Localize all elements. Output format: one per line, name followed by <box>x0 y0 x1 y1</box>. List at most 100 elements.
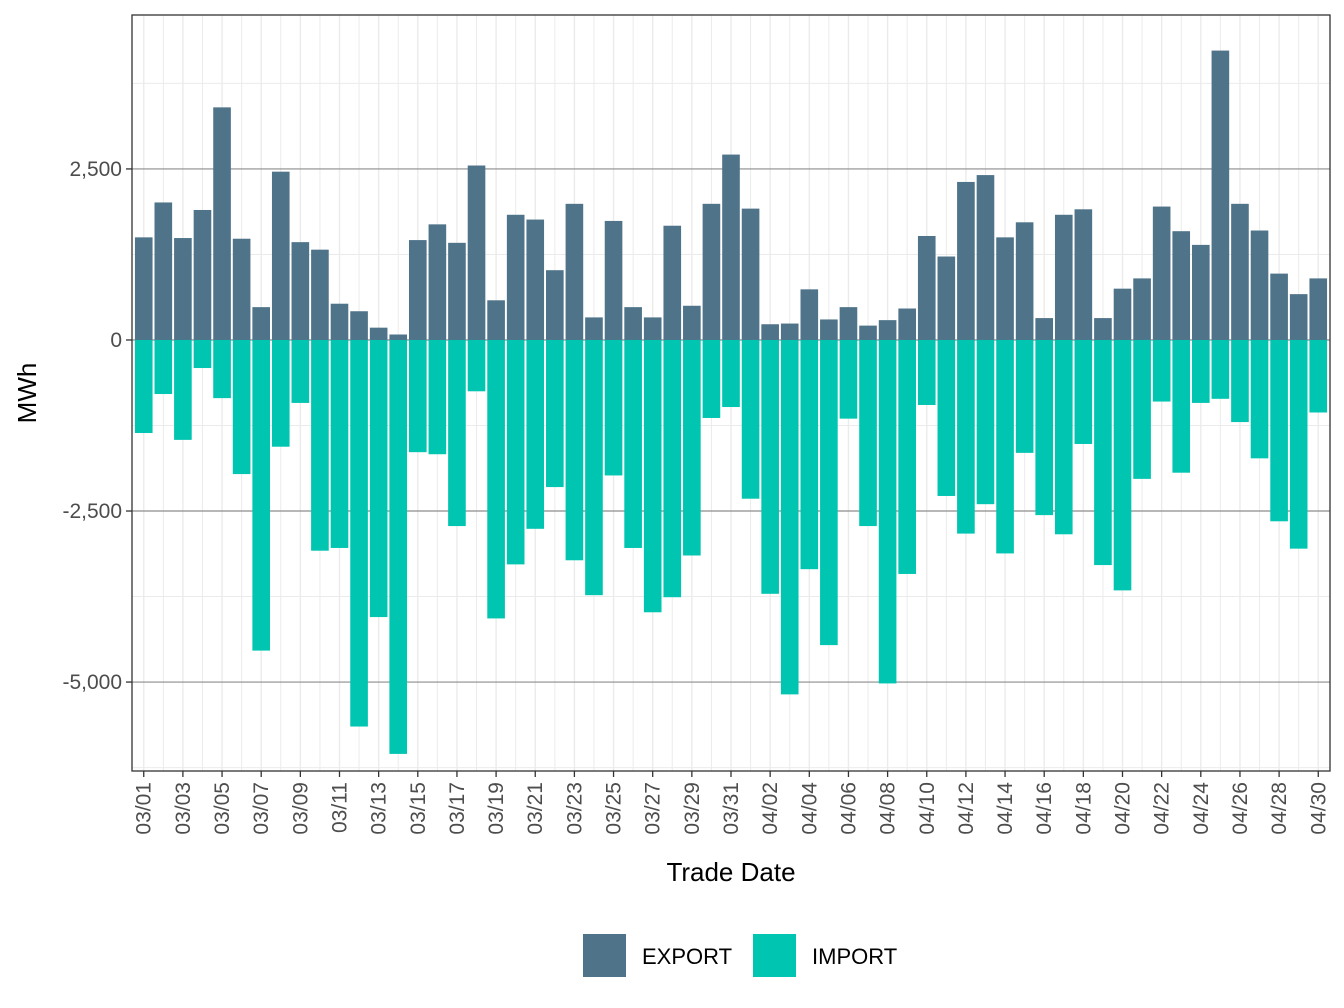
bar-import-04-14 <box>996 339 1014 554</box>
bar-import-04-02 <box>761 339 779 594</box>
bar-export-04-20 <box>1113 288 1132 340</box>
bar-import-03-02 <box>154 339 173 395</box>
bar-export-04-11 <box>937 256 956 340</box>
bar-export-04-13 <box>976 175 995 340</box>
bar-export-04-09 <box>898 308 916 340</box>
bar-import-03-10 <box>311 339 329 551</box>
bar-import-04-13 <box>976 339 995 505</box>
bar-import-03-22 <box>546 339 564 488</box>
bar-import-03-20 <box>506 339 525 565</box>
bar-import-03-11 <box>330 339 349 548</box>
bar-export-03-15 <box>408 240 427 340</box>
bar-import-03-17 <box>448 339 466 527</box>
bar-export-03-11 <box>330 303 349 340</box>
legend-label-export: EXPORT <box>642 944 732 969</box>
bar-export-04-23 <box>1172 231 1191 340</box>
x-tick-label: 03/21 <box>524 782 547 835</box>
bar-import-03-21 <box>526 339 545 529</box>
bar-import-04-05 <box>820 339 838 646</box>
bar-export-04-03 <box>780 323 799 340</box>
legend: EXPORT IMPORT <box>583 934 897 977</box>
x-axis-title: Trade Date <box>666 857 795 887</box>
x-tick-label: 04/12 <box>955 782 978 835</box>
x-tick-label: 03/27 <box>642 782 665 835</box>
x-tick-label: 03/23 <box>563 782 586 835</box>
bar-import-04-01 <box>741 339 760 499</box>
y-axis-title: MWh <box>12 363 42 424</box>
bar-export-03-16 <box>428 224 447 340</box>
x-tick-label: 04/18 <box>1072 782 1095 835</box>
bar-import-04-15 <box>1015 339 1034 453</box>
bar-import-04-10 <box>917 339 936 405</box>
bar-import-04-03 <box>780 339 799 695</box>
bar-import-03-06 <box>232 339 251 475</box>
legend-key-import <box>753 934 796 977</box>
bar-import-03-04 <box>193 339 212 369</box>
bar-export-03-03 <box>174 238 192 340</box>
bar-import-03-15 <box>408 339 427 453</box>
x-tick-label: 03/13 <box>368 782 391 835</box>
bar-import-04-08 <box>878 339 897 684</box>
bar-export-03-07 <box>252 307 271 340</box>
y-tick-label: -2,500 <box>62 500 122 523</box>
bar-export-04-25 <box>1211 50 1230 340</box>
bar-export-03-12 <box>350 311 368 340</box>
bar-export-04-19 <box>1094 318 1112 340</box>
bar-export-04-21 <box>1133 278 1151 340</box>
legend-label-import: IMPORT <box>812 944 897 969</box>
x-tick-label: 03/03 <box>172 782 195 835</box>
x-tick-label: 04/20 <box>1112 782 1135 835</box>
bar-export-03-01 <box>134 237 153 340</box>
bar-export-03-24 <box>585 317 603 340</box>
bar-import-03-12 <box>350 339 368 727</box>
x-tick-label: 04/10 <box>916 782 939 835</box>
y-axis: 2,500 0 -2,500 -5,000 <box>62 158 132 694</box>
bar-export-03-28 <box>663 225 682 340</box>
bar-export-04-28 <box>1270 273 1288 340</box>
bar-export-03-02 <box>154 202 173 340</box>
bar-import-04-28 <box>1270 339 1288 522</box>
bar-import-03-08 <box>271 339 290 447</box>
x-tick-label: 04/06 <box>837 782 860 835</box>
bar-import-04-04 <box>800 339 819 570</box>
bar-export-03-27 <box>643 317 662 340</box>
bar-export-03-30 <box>702 203 721 340</box>
x-tick-label: 04/08 <box>877 782 900 835</box>
bar-export-04-02 <box>761 324 779 340</box>
bar-import-04-11 <box>937 339 956 496</box>
bar-export-04-06 <box>839 307 858 340</box>
legend-key-export <box>583 934 626 977</box>
bar-import-04-17 <box>1054 339 1073 535</box>
x-tick-label: 03/17 <box>446 782 469 835</box>
bar-export-03-22 <box>546 270 564 340</box>
bar-import-04-26 <box>1231 339 1249 423</box>
x-tick-label: 04/28 <box>1268 782 1291 835</box>
bar-import-04-22 <box>1152 339 1171 402</box>
x-tick-label: 03/09 <box>289 782 312 835</box>
bar-import-04-25 <box>1211 339 1230 399</box>
x-axis: 03/01 03/03 03/05 03/07 03/09 03/11 03/13 03/15… <box>133 771 1330 835</box>
bar-export-04-14 <box>996 237 1014 340</box>
bar-export-03-08 <box>271 171 290 340</box>
bar-import-03-18 <box>467 339 486 392</box>
x-tick-label: 04/04 <box>798 782 821 835</box>
bar-import-03-25 <box>604 339 623 476</box>
x-tick-label: 03/01 <box>133 782 156 835</box>
bar-export-04-15 <box>1015 222 1034 340</box>
bar-export-03-19 <box>487 300 505 340</box>
bar-export-03-10 <box>311 249 329 340</box>
bar-export-03-21 <box>526 219 545 340</box>
bar-import-03-05 <box>213 339 231 399</box>
bar-import-04-27 <box>1250 339 1269 459</box>
x-tick-label: 04/14 <box>994 782 1017 835</box>
bar-export-04-12 <box>957 181 975 340</box>
bar-import-04-09 <box>898 339 916 574</box>
bar-export-04-17 <box>1054 214 1073 340</box>
bar-import-03-19 <box>487 339 505 619</box>
bar-export-03-14 <box>389 334 408 340</box>
bar-export-03-18 <box>467 165 486 340</box>
x-tick-label: 03/07 <box>250 782 273 835</box>
x-tick-label: 03/19 <box>485 782 508 835</box>
x-tick-label: 03/31 <box>720 782 743 835</box>
bar-import-04-29 <box>1289 339 1308 549</box>
